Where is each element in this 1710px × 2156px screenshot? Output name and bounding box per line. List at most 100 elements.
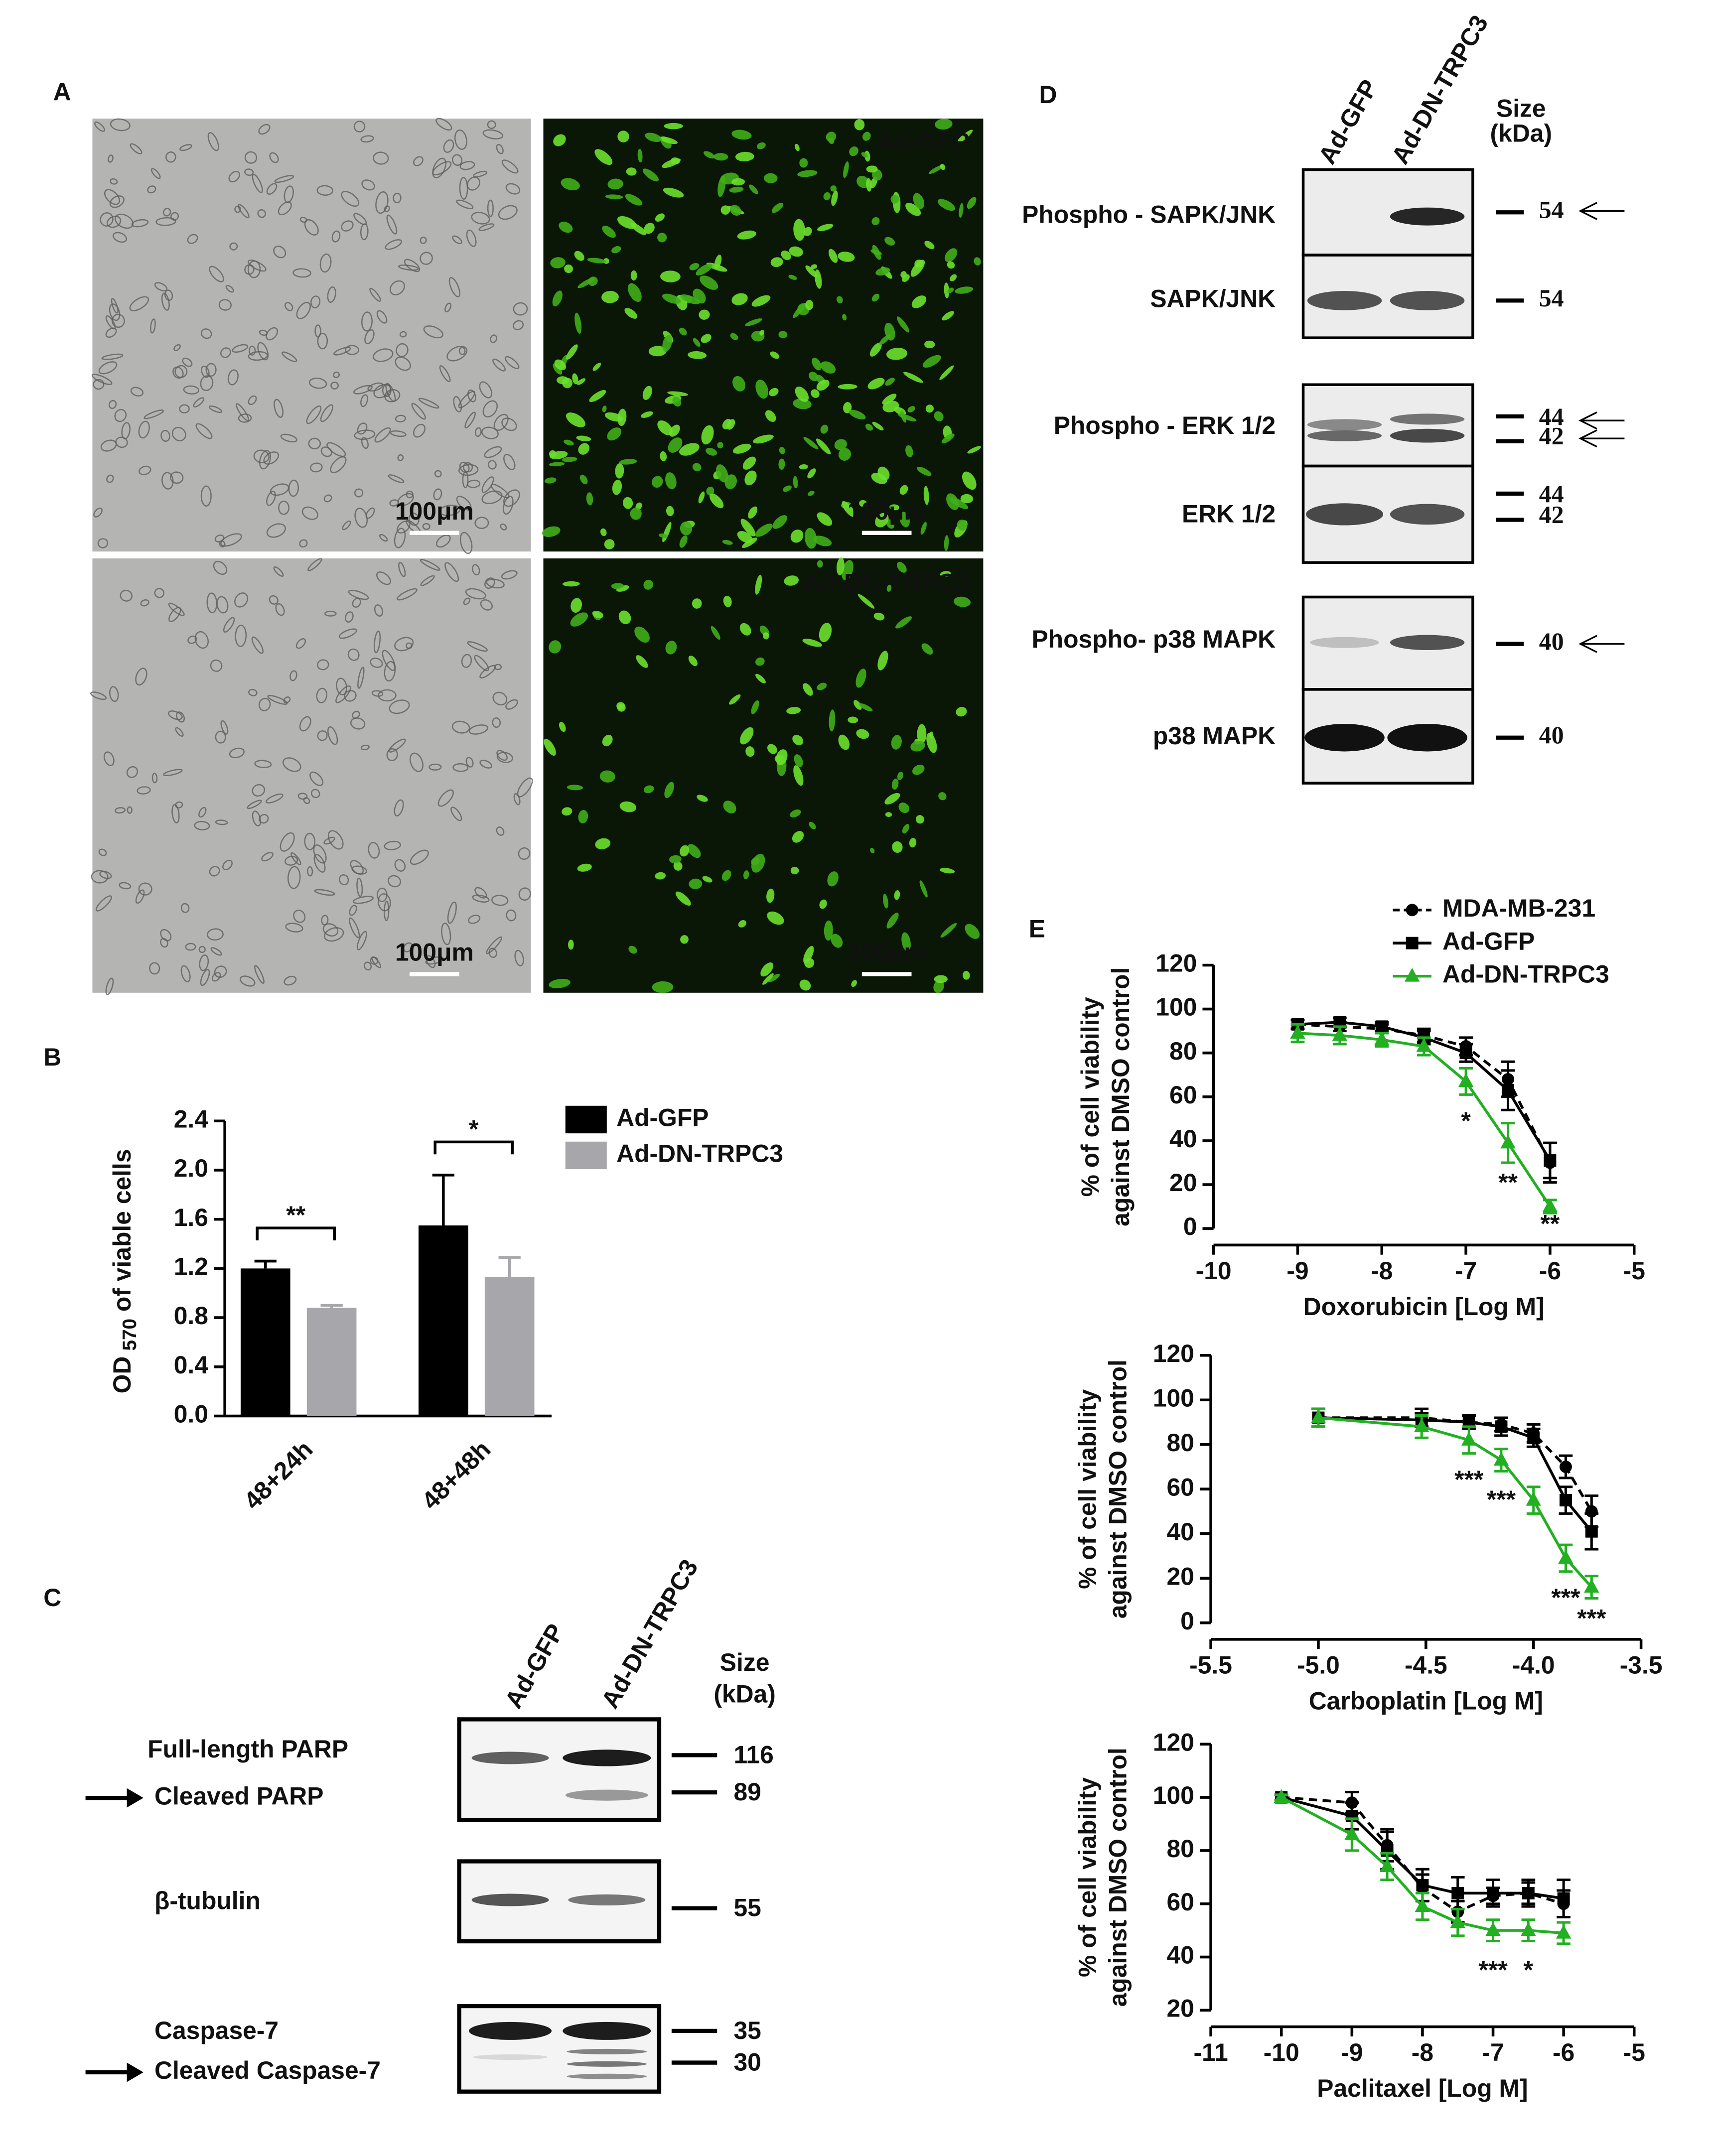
cell bbox=[794, 143, 800, 151]
cell bbox=[907, 406, 915, 412]
cell bbox=[167, 710, 183, 720]
cell bbox=[814, 269, 822, 289]
cell bbox=[459, 177, 468, 200]
cell bbox=[967, 197, 977, 209]
cell bbox=[215, 819, 228, 825]
cell bbox=[693, 338, 701, 347]
cell bbox=[386, 214, 398, 235]
cell bbox=[367, 382, 384, 392]
cell bbox=[802, 639, 822, 647]
cell bbox=[215, 730, 226, 744]
cell bbox=[817, 512, 833, 526]
band bbox=[469, 2021, 552, 2040]
cell bbox=[659, 136, 678, 144]
arrow-head bbox=[1578, 429, 1597, 448]
marker bbox=[1556, 1924, 1571, 1939]
cell bbox=[602, 405, 607, 412]
cell bbox=[886, 912, 899, 929]
cell bbox=[823, 192, 831, 200]
cell bbox=[755, 674, 766, 683]
cell bbox=[110, 178, 118, 185]
cell bbox=[357, 422, 368, 435]
scale-bar-label: 100μm bbox=[395, 497, 474, 525]
cell bbox=[496, 143, 504, 154]
significance-label: * bbox=[1524, 1956, 1534, 1984]
cell bbox=[599, 770, 615, 783]
cell bbox=[838, 384, 857, 390]
cell bbox=[805, 299, 814, 310]
cell bbox=[745, 318, 762, 326]
arrow-head bbox=[1578, 202, 1597, 220]
cell bbox=[500, 523, 507, 531]
cell bbox=[229, 747, 245, 759]
cell bbox=[147, 185, 156, 194]
y-tick-label: 40 bbox=[1169, 1125, 1197, 1153]
cell bbox=[561, 178, 580, 191]
cell bbox=[911, 295, 927, 308]
cell bbox=[426, 955, 436, 968]
cell bbox=[361, 311, 373, 332]
cell bbox=[692, 463, 702, 472]
cell bbox=[552, 290, 563, 307]
scale-bar-label: 100μm bbox=[395, 938, 474, 966]
cell bbox=[957, 520, 968, 531]
cell bbox=[349, 917, 360, 939]
cell bbox=[916, 466, 932, 476]
cell bbox=[783, 485, 792, 492]
arrow-head bbox=[127, 1788, 143, 1808]
cell bbox=[314, 889, 335, 896]
cell bbox=[111, 313, 125, 328]
cell bbox=[503, 496, 514, 515]
cell bbox=[940, 923, 957, 938]
cell bbox=[766, 888, 775, 903]
significance-label: ** bbox=[286, 1201, 305, 1229]
cell bbox=[360, 223, 369, 241]
cell bbox=[444, 302, 451, 312]
cell bbox=[107, 215, 122, 228]
cell bbox=[350, 860, 364, 875]
cell bbox=[394, 859, 406, 872]
cell bbox=[903, 372, 923, 383]
cell bbox=[902, 274, 910, 282]
cell bbox=[269, 152, 279, 163]
y-axis-label-part: of viable cells bbox=[108, 1149, 136, 1312]
cell bbox=[205, 363, 217, 377]
cell bbox=[871, 473, 887, 484]
cell bbox=[274, 175, 294, 183]
cell bbox=[466, 176, 480, 191]
cell bbox=[140, 599, 149, 607]
marker bbox=[1415, 1898, 1430, 1912]
cell bbox=[587, 258, 606, 264]
cell bbox=[711, 626, 720, 640]
cell bbox=[687, 844, 701, 858]
cell bbox=[899, 512, 910, 528]
cell bbox=[316, 687, 327, 703]
cell bbox=[722, 418, 731, 429]
cell bbox=[252, 784, 266, 797]
cell bbox=[792, 735, 804, 746]
cell bbox=[837, 296, 843, 303]
cell bbox=[313, 854, 326, 873]
cell bbox=[341, 220, 354, 232]
cell bbox=[645, 133, 662, 142]
cell bbox=[453, 396, 462, 412]
cell bbox=[960, 494, 974, 504]
cell bbox=[737, 531, 753, 543]
cell bbox=[357, 667, 365, 689]
cell bbox=[919, 880, 928, 898]
cell bbox=[474, 427, 482, 437]
cell bbox=[574, 312, 582, 334]
cell bbox=[170, 471, 184, 484]
marker bbox=[1274, 1789, 1289, 1803]
cell bbox=[731, 293, 748, 305]
cell bbox=[293, 910, 306, 923]
x-tick-label: -3.5 bbox=[1620, 1651, 1663, 1679]
cell bbox=[579, 474, 588, 485]
cell bbox=[788, 274, 797, 280]
y-axis-label: OD 570 of viable cells bbox=[108, 1149, 141, 1393]
cell bbox=[90, 691, 107, 700]
cell bbox=[779, 447, 785, 454]
cell bbox=[680, 935, 689, 944]
cell bbox=[595, 838, 611, 849]
cell bbox=[875, 513, 889, 528]
